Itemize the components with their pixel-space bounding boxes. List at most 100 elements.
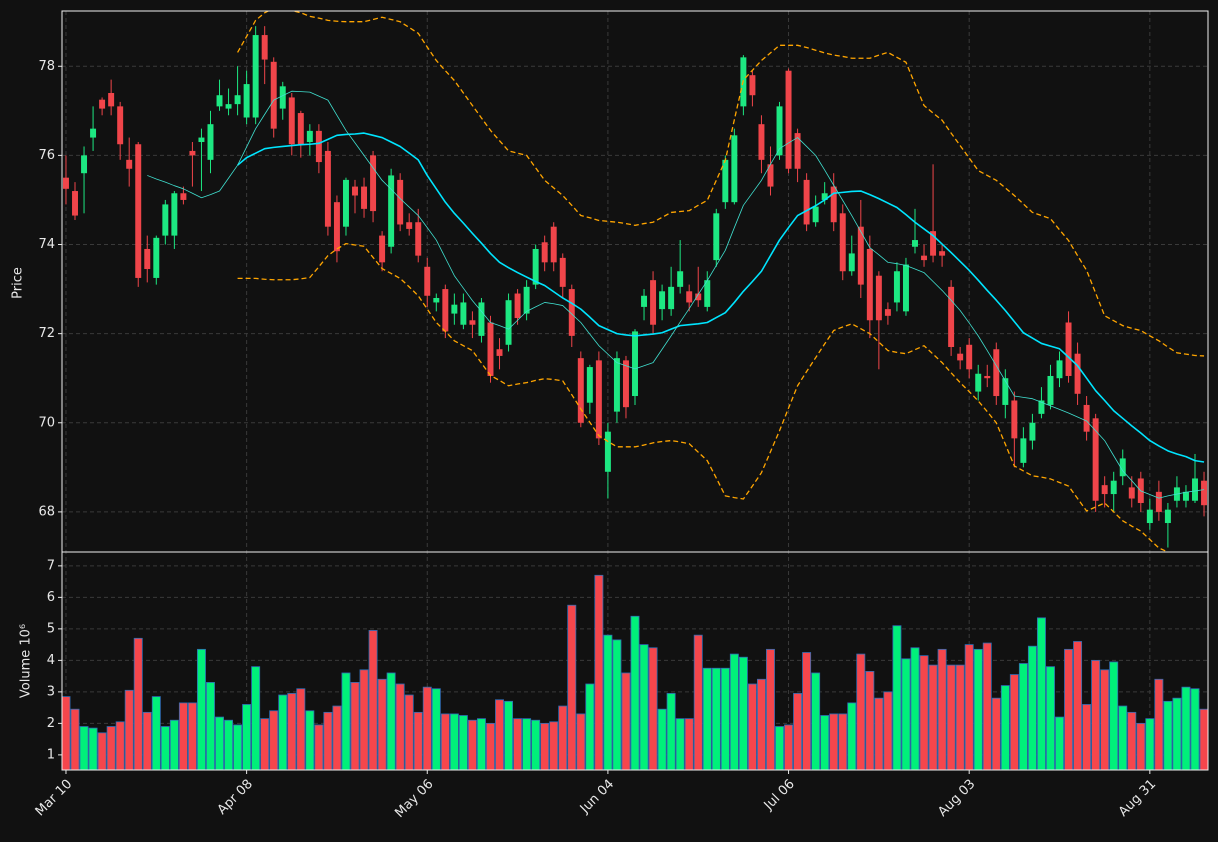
candle-body	[1201, 480, 1208, 506]
volume-bar	[1064, 648, 1074, 770]
volume-bar	[350, 682, 360, 770]
volume-bar	[395, 683, 405, 770]
volume-bar	[504, 700, 514, 770]
volume-bar	[476, 718, 486, 770]
volume-bar	[865, 670, 875, 770]
candle-body	[198, 137, 205, 143]
volume-bar	[377, 678, 387, 770]
candle-body	[559, 257, 566, 287]
volume-bar	[1073, 641, 1083, 770]
candle-body	[442, 289, 449, 332]
candle-body	[1092, 418, 1099, 501]
candle-body	[1056, 360, 1063, 379]
volume-bar	[766, 648, 775, 770]
volume-bar	[160, 726, 170, 770]
indicator-line	[147, 90, 1205, 499]
candle-body	[135, 144, 142, 278]
candle-body	[451, 304, 458, 314]
candle-body	[496, 349, 503, 356]
candle-body	[388, 175, 395, 247]
volume-bar	[585, 683, 595, 770]
candle-body	[1038, 400, 1045, 414]
volume-bar	[684, 718, 694, 770]
volume-bar	[919, 655, 929, 770]
candle-body	[171, 193, 178, 236]
volume-bar	[62, 696, 71, 770]
volume-bar	[693, 634, 703, 770]
candle-body	[550, 226, 557, 263]
volume-bar	[558, 705, 568, 770]
candle-body	[478, 302, 485, 336]
candle-body	[342, 179, 349, 227]
candle-body	[297, 113, 304, 145]
volume-bar	[1009, 674, 1019, 770]
candle-body	[234, 95, 241, 105]
candle-body	[803, 179, 810, 225]
candle-body	[650, 280, 657, 325]
candle-body	[207, 124, 214, 160]
candle-body	[153, 237, 160, 278]
candle-body	[830, 186, 837, 223]
price-panel	[62, 11, 1208, 552]
volume-bar	[747, 683, 757, 770]
volume-bar	[928, 664, 938, 770]
y-tick-label: 74	[38, 237, 55, 252]
volume-bar	[287, 693, 297, 770]
volume-bar	[178, 702, 188, 770]
volume-bar	[332, 705, 342, 770]
volume-bar	[142, 711, 152, 770]
volume-bar	[802, 652, 812, 770]
candle-body	[270, 61, 277, 129]
volume-bar	[1046, 666, 1055, 770]
y-tick-label: 72	[38, 326, 55, 341]
volume-bar	[991, 697, 1001, 770]
volume-bar	[495, 699, 504, 770]
candle-body	[406, 222, 413, 229]
volume-bar	[1000, 685, 1010, 770]
volume-bar	[838, 713, 848, 770]
y-tick-label: 6	[47, 590, 55, 605]
candle-body	[984, 375, 991, 379]
candle-body	[1192, 478, 1198, 501]
candle-body	[1128, 487, 1135, 499]
candle-body	[821, 193, 828, 200]
candle-body	[1155, 491, 1162, 512]
volume-bar	[973, 648, 983, 770]
volume-bar	[486, 722, 495, 770]
candle-body	[90, 128, 97, 138]
price-axis-label: Price	[11, 267, 26, 299]
volume-bar	[133, 637, 143, 770]
candle-body	[632, 331, 638, 397]
candle-body	[776, 106, 783, 156]
volume-bar	[702, 667, 712, 770]
candle-body	[1074, 353, 1081, 394]
candle-body	[812, 206, 819, 223]
volume-bar	[88, 727, 98, 770]
candle-body	[893, 271, 900, 303]
volume-bar	[738, 656, 748, 770]
candle-body	[1002, 378, 1009, 405]
volume-bar	[1127, 711, 1137, 770]
y-tick-label: 70	[38, 415, 55, 430]
candle-body	[1146, 509, 1153, 524]
candle-body	[189, 150, 196, 156]
volume-bar	[522, 718, 532, 770]
volume-bar	[386, 672, 396, 770]
candle-body	[975, 373, 982, 392]
candle-body	[948, 286, 955, 348]
volume-bar	[404, 694, 414, 770]
volume-frame	[61, 551, 1209, 771]
volume-bar	[856, 653, 866, 770]
volume-bar	[467, 719, 477, 770]
volume-bar	[1036, 617, 1046, 770]
candle-body	[731, 135, 738, 203]
volume-bar	[955, 664, 965, 770]
candle-body	[315, 130, 322, 163]
volume-bar	[829, 713, 839, 770]
volume-bar	[440, 713, 450, 770]
candle-body	[794, 133, 801, 169]
volume-bar	[1027, 645, 1037, 770]
candle-body	[424, 266, 431, 296]
candle-body	[758, 124, 765, 160]
candle-body	[1119, 458, 1126, 477]
